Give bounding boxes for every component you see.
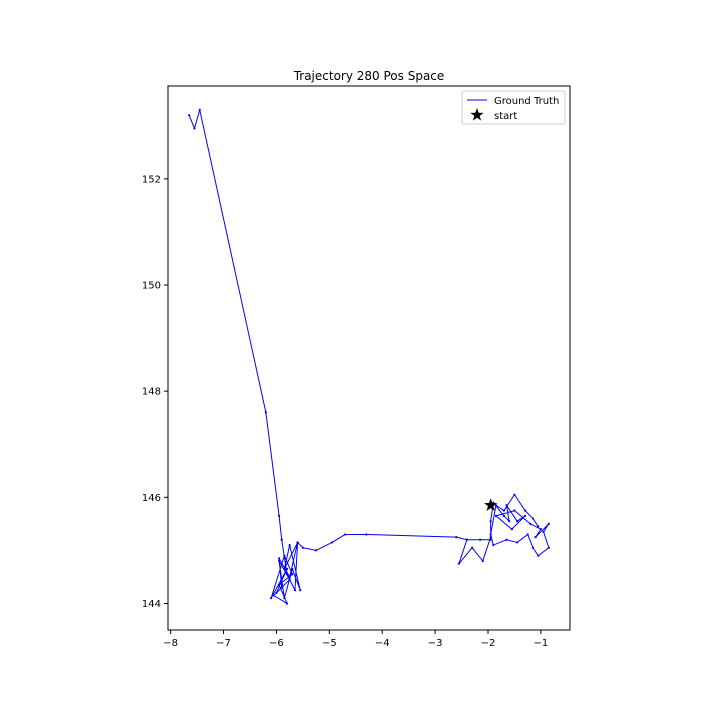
x-tick-label: −5 — [322, 638, 337, 649]
data-point — [285, 567, 289, 571]
y-axis: 144 146 148 150 152 — [142, 174, 168, 610]
y-tick-label: 152 — [142, 174, 161, 185]
data-point — [537, 525, 540, 528]
data-point — [502, 514, 505, 517]
data-point — [494, 504, 498, 507]
data-point — [283, 554, 286, 557]
x-tick-label: −8 — [163, 638, 178, 649]
data-point — [508, 520, 511, 523]
legend-label-ground-truth: Ground Truth — [494, 96, 559, 107]
data-point — [494, 514, 498, 517]
data-point — [481, 559, 484, 563]
data-point — [277, 583, 281, 586]
data-point — [272, 594, 275, 597]
x-axis: −8 −7 −6 −5 −4 −3 −2 −1 — [163, 630, 548, 649]
legend-box — [461, 90, 566, 125]
data-point — [301, 546, 304, 549]
data-point — [193, 127, 196, 130]
x-tick-label: −1 — [534, 638, 549, 649]
data-point — [296, 541, 299, 544]
series-line-ground-truth — [188, 109, 550, 604]
legend-star-swatch — [470, 108, 484, 121]
data-point — [502, 509, 505, 512]
data-point — [288, 578, 291, 581]
data-point — [457, 562, 461, 565]
data-point — [285, 573, 289, 576]
data-point — [344, 533, 347, 536]
data-point — [270, 597, 273, 600]
legend-label-start: start — [494, 111, 517, 122]
data-point — [293, 589, 297, 592]
data-point — [198, 108, 201, 111]
data-point — [280, 538, 283, 541]
x-tick-label: −6 — [269, 638, 284, 649]
data-point — [513, 509, 516, 512]
data-point — [547, 522, 550, 525]
data-point — [275, 591, 278, 594]
data-point — [531, 546, 535, 549]
data-point — [505, 504, 508, 507]
data-point — [534, 536, 537, 539]
data-point — [526, 533, 529, 536]
data-point — [516, 520, 519, 523]
data-point — [264, 411, 267, 414]
y-tick-label: 146 — [142, 493, 161, 504]
data-point — [288, 543, 291, 547]
data-point — [283, 567, 286, 571]
x-tick-label: −4 — [375, 638, 390, 649]
data-point — [523, 514, 527, 517]
data-point — [277, 559, 281, 563]
y-tick-label: 150 — [142, 281, 161, 292]
data-point — [516, 541, 519, 544]
x-tick-label: −7 — [216, 638, 231, 649]
x-tick-label: −3 — [428, 638, 443, 649]
data-point — [288, 575, 291, 579]
data-point — [513, 493, 516, 496]
data-point — [365, 533, 368, 536]
data-point — [291, 567, 294, 571]
data-point — [277, 557, 281, 560]
data-point — [489, 538, 492, 541]
data-point — [471, 546, 474, 549]
start-marker — [484, 498, 498, 511]
data-point — [285, 602, 289, 605]
data-point — [531, 517, 535, 520]
data-point — [489, 536, 492, 539]
data-point — [315, 549, 318, 552]
data-point — [542, 530, 545, 533]
data-point — [283, 597, 286, 600]
data-point — [489, 533, 492, 536]
data-point — [523, 509, 527, 512]
data-point — [478, 538, 482, 541]
data-point — [188, 114, 191, 117]
y-tick-label: 144 — [142, 599, 161, 610]
data-point — [505, 538, 508, 541]
data-point — [277, 514, 281, 517]
data-point — [489, 520, 492, 523]
data-point — [291, 573, 294, 576]
data-point — [465, 538, 468, 541]
plot-data-layer — [188, 108, 550, 605]
data-point — [537, 554, 540, 557]
legend: Ground Truth start — [461, 90, 566, 125]
data-point — [539, 528, 543, 531]
data-point — [510, 528, 513, 531]
y-tick-label: 148 — [142, 387, 161, 398]
data-point — [330, 541, 334, 544]
data-point — [280, 586, 283, 589]
data-point — [455, 536, 458, 539]
data-point — [492, 543, 495, 547]
data-point — [299, 589, 302, 592]
data-point — [529, 522, 532, 525]
data-point — [547, 546, 550, 549]
chart-title: Trajectory 280 Pos Space — [293, 69, 445, 83]
x-tick-label: −2 — [481, 638, 496, 649]
plot-frame — [167, 85, 571, 631]
